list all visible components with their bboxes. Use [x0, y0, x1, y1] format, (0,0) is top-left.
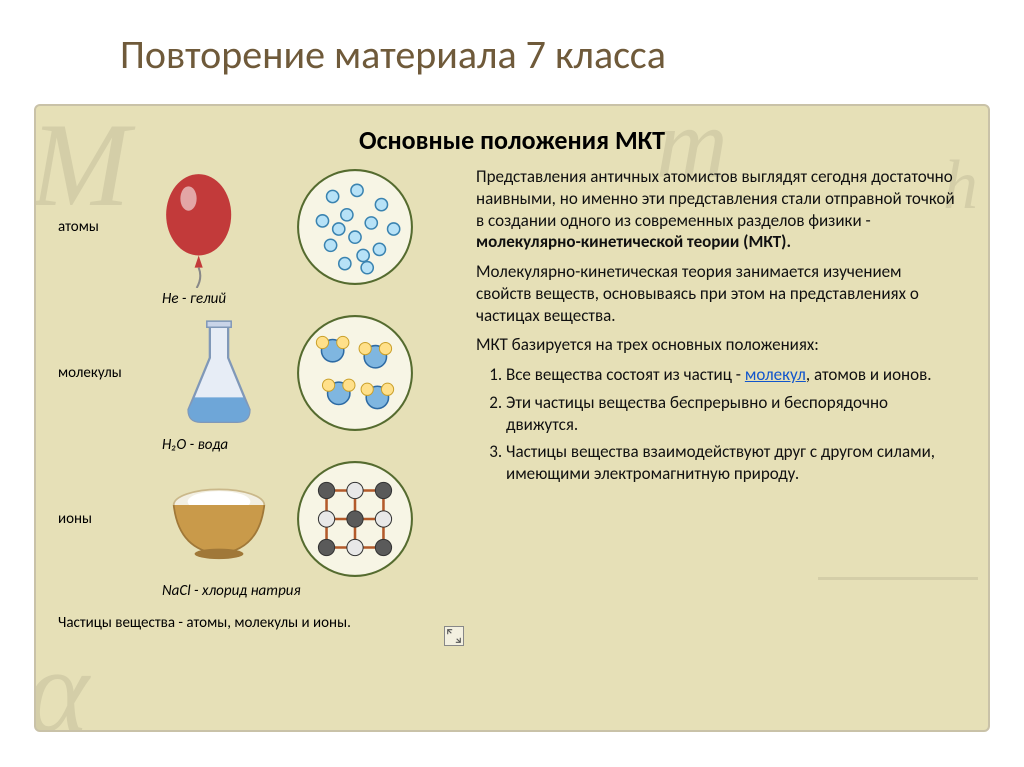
li1-a: Все вещества состоят из частиц -: [506, 364, 745, 385]
para1-text: Представления античных атомистов выглядя…: [476, 166, 955, 231]
flask-icon: [158, 312, 280, 434]
bowl-icon: [158, 458, 280, 580]
right-column: Представления античных атомистов выглядя…: [476, 166, 976, 706]
molecules-link[interactable]: молекул: [745, 364, 806, 385]
slide: Повторение материала 7 класса M h m α Ос…: [0, 0, 1024, 767]
paragraph-3: МКТ базируется на трех основных положени…: [476, 334, 956, 356]
water-molecules-diagram: [294, 312, 416, 434]
caption-helium: He - гелий: [162, 290, 476, 308]
panel-title: Основные положения МКТ: [36, 124, 988, 156]
caption-water: H₂O - вода: [162, 436, 476, 454]
paragraph-2: Молекулярно-кинетическая теория занимает…: [476, 261, 956, 326]
slide-title: Повторение материала 7 класса: [0, 0, 1024, 97]
list-item-3: Частицы вещества взаимодействуют друг с …: [506, 441, 956, 485]
row-atoms: атомы: [58, 166, 476, 288]
helium-particles-diagram: [294, 166, 416, 288]
content-panel: M h m α Основные положения МКТ атомы: [34, 104, 990, 732]
label-atoms: атомы: [58, 218, 144, 236]
para1-bold: молекулярно-кинетической теории (МКТ).: [476, 231, 791, 252]
panel-body: атомы: [36, 166, 988, 706]
label-molecules: молекулы: [58, 364, 144, 382]
label-ions: ионы: [58, 510, 144, 528]
caption-nacl: NaCl - хлорид натрия: [162, 582, 362, 600]
row-ions: ионы: [58, 458, 476, 580]
helium-balloon-icon: [158, 166, 280, 288]
mkt-list: Все вещества состоят из частиц - молекул…: [506, 364, 956, 485]
expand-icon[interactable]: [444, 626, 464, 646]
left-column: атомы: [36, 166, 476, 706]
li2-a: Эти частицы вещества беспрерывно и беспо…: [506, 392, 888, 435]
li3-a: Частицы вещества взаимодействуют друг с …: [506, 441, 935, 484]
list-item-2: Эти частицы вещества беспрерывно и беспо…: [506, 392, 956, 436]
paragraph-1: Представления античных атомистов выглядя…: [476, 166, 956, 253]
list-item-1: Все вещества состоят из частиц - молекул…: [506, 364, 956, 386]
footer-caption: Частицы вещества - атомы, молекулы и ион…: [58, 614, 476, 632]
ionic-lattice-diagram: [294, 458, 416, 580]
li1-b: , атомов и ионов.: [806, 364, 932, 385]
row-molecules: молекулы: [58, 312, 476, 434]
